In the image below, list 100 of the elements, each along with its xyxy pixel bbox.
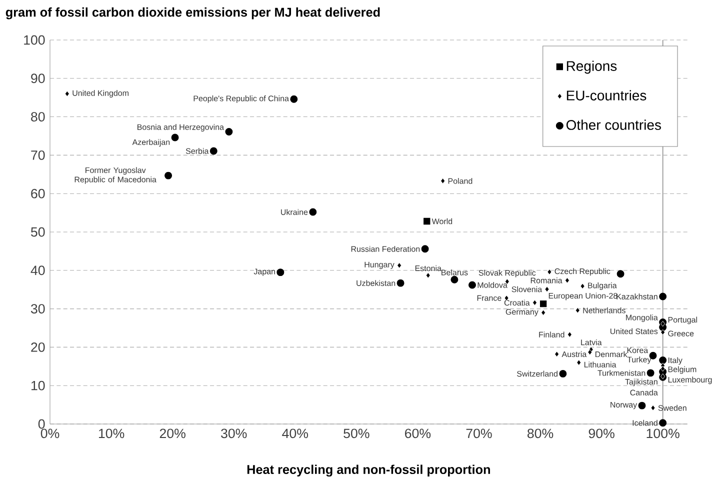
y-tick-label: 20 <box>31 342 45 352</box>
x-tick-label: 50% <box>344 428 370 438</box>
annotation: Poland <box>448 178 472 184</box>
point <box>660 366 666 372</box>
annotation: Italy <box>668 357 682 365</box>
annotation: Belgium <box>668 366 696 374</box>
point <box>649 352 657 360</box>
annotation: Finland <box>539 331 564 338</box>
annotation: People's Republic of China <box>194 95 289 103</box>
x-tick-label: 0% <box>40 428 60 438</box>
point <box>171 134 179 142</box>
point <box>650 404 656 411</box>
x-tick-label: 100% <box>646 428 680 438</box>
point <box>638 402 646 410</box>
annotation: Romania <box>530 277 562 284</box>
annotation: Norway <box>610 402 638 409</box>
point <box>424 218 430 224</box>
annotation: Croatia <box>504 300 530 306</box>
legend-label: Regions <box>566 60 617 74</box>
point <box>646 369 654 377</box>
annotation: Serbia <box>186 148 209 154</box>
annotation: Canada <box>630 389 658 396</box>
point <box>660 329 666 335</box>
point <box>164 172 172 180</box>
annotation: Mongolia <box>626 314 658 322</box>
x-tick-label: 70% <box>466 428 492 438</box>
annotation: Hungary <box>364 262 394 269</box>
point <box>588 349 592 355</box>
point <box>576 359 582 366</box>
point <box>547 268 552 275</box>
annotation: Switzerland <box>517 370 558 376</box>
annotation: Turkmenistan <box>598 370 646 376</box>
point <box>575 307 580 314</box>
point <box>544 286 550 292</box>
annotation: Bulgaria <box>588 282 617 290</box>
x-tick-label: 10% <box>98 428 124 438</box>
y-tick-label: 60 <box>31 188 45 198</box>
annotation: Turkey <box>627 356 652 364</box>
annotation: Ukraine <box>281 208 308 215</box>
x-tick-label: 90% <box>588 428 614 438</box>
point <box>554 351 560 357</box>
x-tick-label: 80% <box>528 428 554 438</box>
x-tick-label: 40% <box>282 428 308 438</box>
point <box>616 270 624 278</box>
annotation: Slovak Republic <box>478 270 536 278</box>
annotation: Slovenia <box>512 286 542 292</box>
point <box>421 245 429 252</box>
annotation: Netherlands <box>583 307 626 314</box>
annotation: Azerbaijan <box>132 138 170 146</box>
point <box>290 95 298 103</box>
point <box>532 300 537 306</box>
annotation: Sweden <box>658 404 686 411</box>
annotation: Latvia <box>581 339 602 346</box>
point <box>64 90 70 96</box>
annotation: Czech Republic <box>554 268 610 276</box>
annotation: Austria <box>562 351 587 357</box>
y-tick-label: 10 <box>31 380 45 390</box>
annotation: Uzbekistan <box>356 280 396 286</box>
annotation: Tajikistan <box>625 378 658 386</box>
point <box>541 310 546 316</box>
point <box>440 178 446 184</box>
y-tick-label: 50 <box>31 227 45 237</box>
annotation: Former Yugoslav Republic of Macedonia <box>74 166 156 184</box>
annotation: Bosnia and Herzegovina <box>137 124 224 132</box>
y-tick-label: 0 <box>38 419 45 429</box>
x-axis-title: Heat recycling and non-fossil proportion <box>247 464 490 476</box>
point <box>559 370 567 378</box>
x-tick-label: 30% <box>221 428 247 438</box>
point <box>659 292 667 300</box>
annotation: Lithuania <box>584 361 616 368</box>
point <box>225 128 233 136</box>
annotation: Korea <box>627 347 648 353</box>
y-tick-label: 70 <box>31 150 45 160</box>
y-tick-label: 80 <box>31 112 45 122</box>
point <box>426 272 430 278</box>
point <box>210 147 218 155</box>
annotation: Belarus <box>442 269 468 276</box>
y-tick-label: 30 <box>30 304 45 314</box>
annotation: Japan <box>254 268 275 276</box>
annotation: Iceland <box>632 420 658 426</box>
point <box>659 418 667 426</box>
x-tick-label: 60% <box>405 428 431 438</box>
x-tick-label: 20% <box>160 428 186 438</box>
point <box>309 208 317 216</box>
y-tick-label: 90 <box>31 74 45 83</box>
y-tick-label: 100 <box>24 35 45 45</box>
point <box>564 277 570 284</box>
point <box>396 279 404 287</box>
point <box>540 300 547 307</box>
annotation: European Union-28 <box>548 292 618 300</box>
annotation: Russian Federation <box>351 246 420 252</box>
annotation: Greece <box>668 330 694 336</box>
y-tick-label: 40 <box>30 266 45 275</box>
point <box>468 281 476 289</box>
annotation: Germany <box>506 308 538 316</box>
y-axis-title: gram of fossil carbon dioxide emissions per MJ heat delivered <box>6 7 380 20</box>
point <box>397 262 402 268</box>
annotation: United Kingdom <box>72 90 128 98</box>
legend-label: EU-countries <box>566 90 646 100</box>
annotation: Portugal <box>668 316 698 324</box>
